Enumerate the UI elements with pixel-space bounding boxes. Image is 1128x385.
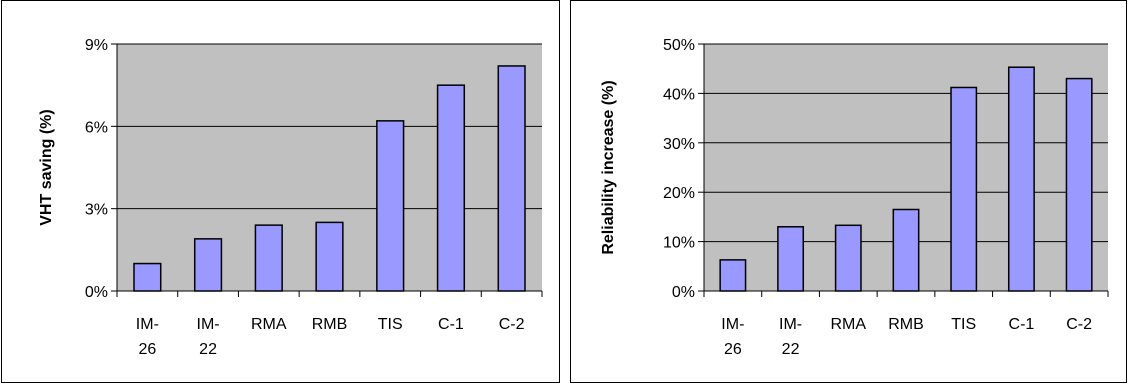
bar-2 [834, 224, 862, 292]
vht-saving-chart-svg: 0% 3% 6% 9% IM- 26 IM- 22 RMA RMB TIS C-1 C-2 VHT sav… [38, 37, 543, 358]
bar-5 [1007, 66, 1035, 292]
y-axis-title: VHT saving (%) [38, 109, 55, 225]
bar-5 [436, 84, 466, 292]
reliability-increase-chart-svg: 0% 10% 20% 30% 40% 50% IM- 26 IM- 22 RMA RMB TIS C-1 C… [600, 37, 1109, 358]
x-tick-label: C-2 [1066, 316, 1092, 333]
y-tick-label: 3% [85, 202, 108, 219]
y-tick-label: 0% [85, 284, 108, 301]
bar-0 [133, 262, 162, 292]
y-tick-label: 30% [663, 136, 695, 153]
x-tick-label: 26 [138, 341, 156, 358]
bar-6 [497, 65, 526, 292]
x-tick-label: 22 [782, 341, 800, 358]
bar-3 [892, 208, 920, 292]
x-tick-label: RMA [831, 316, 867, 333]
x-tick-label: IM- [779, 316, 802, 333]
y-tick-label: 50% [663, 37, 695, 54]
x-tick-label: C-1 [1009, 316, 1035, 333]
bar-6 [1065, 77, 1093, 292]
x-tick-label: RMB [888, 316, 924, 333]
bar-1 [777, 226, 805, 292]
bar-1 [193, 238, 223, 292]
bar-4 [376, 120, 405, 292]
vht-saving-chart: 0% 3% 6% 9% IM- 26 IM- 22 RMA RMB TIS C-1 C-2 VHT sav… [1, 0, 560, 383]
x-tick-label: TIS [378, 316, 403, 333]
x-tick-label: C-2 [499, 316, 525, 333]
x-tick-label: C-1 [438, 316, 464, 333]
x-tick-label: 26 [724, 341, 742, 358]
y-tick-label: 20% [663, 185, 695, 202]
bar-3 [315, 221, 344, 292]
bar-0 [719, 259, 747, 292]
x-tick-label: IM- [136, 316, 159, 333]
x-tick-label: TIS [951, 316, 976, 333]
y-axis-title: Reliability increase (%) [600, 80, 617, 254]
x-tick-label: IM- [721, 316, 744, 333]
x-tick-label: 22 [199, 341, 217, 358]
reliability-increase-chart: 0% 10% 20% 30% 40% 50% IM- 26 IM- 22 RMA RMB TIS C-1 C… [570, 0, 1127, 383]
y-tick-label: 10% [663, 235, 695, 252]
y-tick-label: 9% [85, 37, 108, 54]
x-tick-label: IM- [197, 316, 220, 333]
bar-2 [254, 224, 283, 292]
y-tick-label: 6% [85, 119, 108, 136]
x-tick-label: RMA [251, 316, 287, 333]
bar-4 [950, 86, 978, 292]
y-tick-label: 40% [663, 86, 695, 103]
y-tick-label: 0% [672, 284, 695, 301]
x-tick-label: RMB [312, 316, 348, 333]
